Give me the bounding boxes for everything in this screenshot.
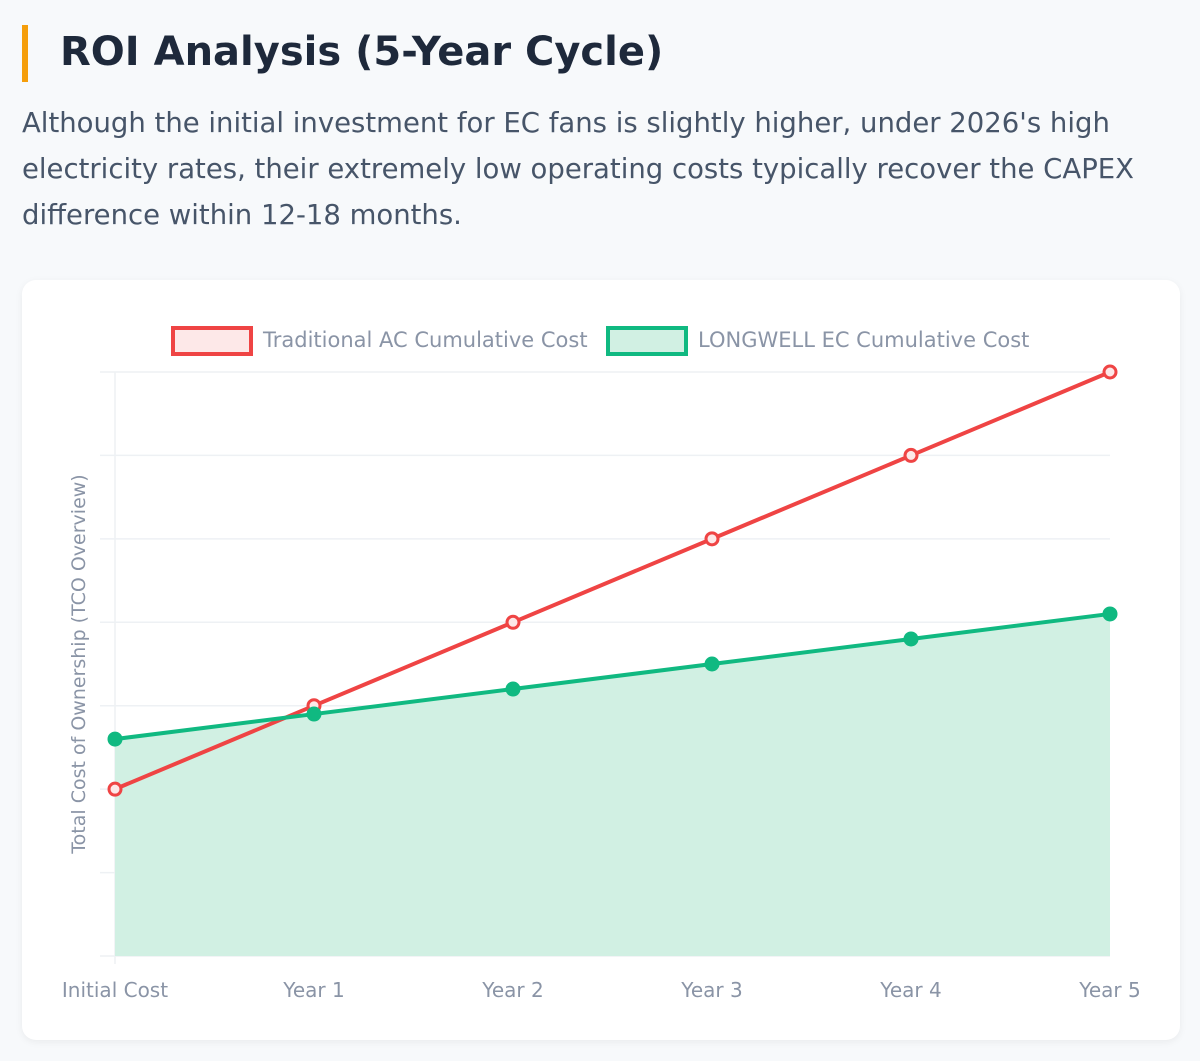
page-title: ROI Analysis (5-Year Cycle)	[60, 29, 664, 75]
x-tick-label: Year 5	[1078, 978, 1140, 1002]
data-point	[505, 614, 521, 630]
data-point	[505, 681, 521, 697]
data-point	[1102, 606, 1118, 622]
legend-swatch-0	[171, 326, 253, 356]
data-point	[704, 656, 720, 672]
legend-swatch-1	[606, 326, 688, 356]
x-tick-label: Year 1	[282, 978, 344, 1002]
data-point	[107, 731, 123, 747]
legend-label-0: Traditional AC Cumulative Cost	[262, 328, 588, 352]
data-point	[107, 781, 123, 797]
x-tick-label: Year 3	[680, 978, 742, 1002]
data-point	[704, 531, 720, 547]
series-area-1	[115, 613, 1110, 956]
data-point	[903, 447, 919, 463]
x-tick-label: Initial Cost	[62, 978, 168, 1002]
chart-card: Initial Cost Year 1 Year 2 Year 3 Year 4 Year…	[22, 280, 1180, 1040]
roi-line-chart: Initial Cost Year 1 Year 2 Year 3 Year 4 Year…	[62, 326, 1141, 1002]
title-accent-bar	[22, 25, 28, 82]
y-axis-label: Total Cost of Ownership (TCO Overview)	[68, 474, 90, 854]
page-description: Although the initial investment for EC f…	[22, 107, 1134, 231]
series-line-1	[114, 611, 1111, 742]
legend-label-1: LONGWELL EC Cumulative Cost	[698, 328, 1029, 352]
data-point	[306, 706, 322, 722]
data-point	[903, 631, 919, 647]
data-point	[1102, 364, 1118, 380]
x-tick-label: Year 2	[481, 978, 543, 1002]
x-tick-label: Year 4	[879, 978, 941, 1002]
